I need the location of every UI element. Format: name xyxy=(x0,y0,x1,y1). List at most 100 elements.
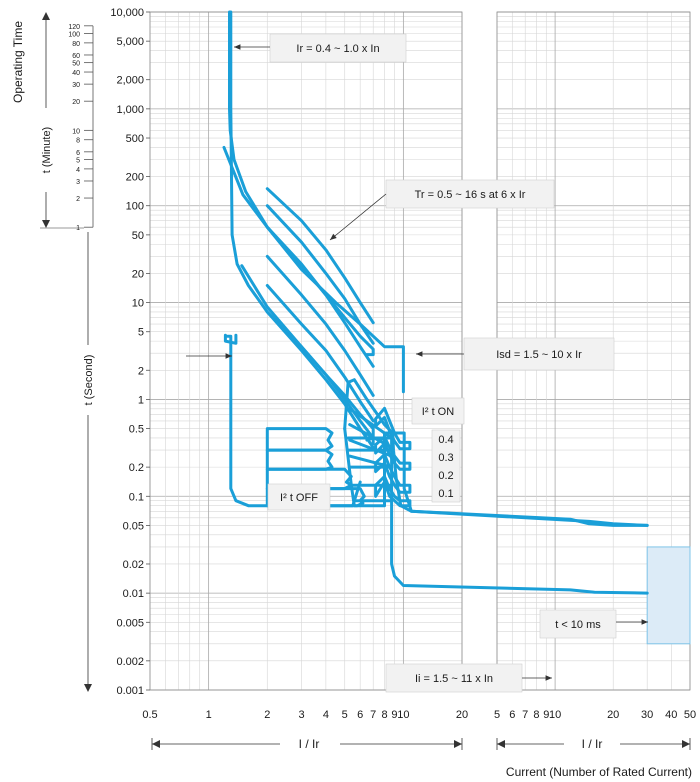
leader-t10ms-head xyxy=(641,619,648,625)
label-ii: Ii = 1.5 ~ 11 x In xyxy=(415,673,493,685)
x-tick-label-right: 6 xyxy=(509,709,515,721)
x-tick-label-left: 4 xyxy=(323,709,329,721)
label-i2t-on-box xyxy=(411,397,465,425)
curve-series-2 xyxy=(229,10,375,446)
curve-series-5 xyxy=(265,187,375,325)
x-tick-label-left: 20 xyxy=(456,709,468,721)
arrow-head-down xyxy=(84,684,92,692)
curve-series-17 xyxy=(374,406,412,451)
x-tick-label-right: 10 xyxy=(549,709,561,721)
y-tick-label: 0.001 xyxy=(116,685,144,697)
tsd-level-label: 0.4 xyxy=(438,434,453,446)
x-span-left-arrow-left xyxy=(152,740,160,748)
minute-tick-label: 3 xyxy=(76,179,80,186)
y-tick-label: 1 xyxy=(138,394,144,406)
x-axis-title-bottom: Current (Number of Rated Current) xyxy=(506,765,692,779)
curve-series-14 xyxy=(265,448,334,471)
label-t10ms: t < 10 ms xyxy=(555,619,601,631)
x-tick-label-left: 0.5 xyxy=(142,709,157,721)
curve-series-21 xyxy=(343,378,649,527)
y-tick-label: 100 xyxy=(126,201,144,213)
minute-tick-label: 5 xyxy=(76,158,80,165)
x-span-right-arrow-left xyxy=(497,740,505,748)
left-panel-frame xyxy=(149,11,463,691)
leader-tr xyxy=(329,193,387,241)
x-tick-label-right: 8 xyxy=(533,709,539,721)
y-tick-label: 10,000 xyxy=(110,7,144,19)
label-tr-box xyxy=(385,179,555,209)
y-tick-label: 2 xyxy=(138,365,144,377)
leader-ii-head xyxy=(545,675,552,681)
y-axis-title: Operating Time xyxy=(11,21,25,103)
curve-series-8 xyxy=(265,254,375,397)
leader-ir-head xyxy=(234,44,241,50)
minute-tick-label: 6 xyxy=(76,150,80,157)
minute-axis-title: t (Minute) xyxy=(41,127,53,173)
curve-series-25 xyxy=(348,423,394,449)
tsd-level-label: 0.2 xyxy=(438,470,453,482)
labels: Operating Time t (Minute) t (Second) I / Ir… xyxy=(11,12,692,779)
leader-lt-pickup-head xyxy=(225,353,232,359)
y-tick-label: 0.05 xyxy=(123,520,144,532)
x-axis-title-right: I / Ir xyxy=(582,737,603,751)
y-tick-label: 500 xyxy=(126,133,144,145)
curve-series-7 xyxy=(265,225,375,368)
minute-tick-label: 30 xyxy=(72,82,80,89)
x-tick-label-right: 50 xyxy=(684,709,696,721)
y-tick-label: 0.2 xyxy=(129,462,144,474)
x-tick-label-left: 5 xyxy=(342,709,348,721)
x-tick-label-left: 3 xyxy=(298,709,304,721)
curve-series-26 xyxy=(348,438,394,458)
y-tick-label: 5 xyxy=(138,327,144,339)
label-tr: Tr = 0.5 ~ 16 s at 6 x Ir xyxy=(415,189,526,201)
x-tick-label-left: 6 xyxy=(357,709,363,721)
x-tick-label-right: 30 xyxy=(641,709,653,721)
ticks: 10,0005,0002,0001,0005002001005020105210… xyxy=(68,7,696,721)
curve-series-12 xyxy=(223,333,238,345)
x-span-left-gap xyxy=(280,734,340,754)
curve-series-6 xyxy=(265,204,375,345)
tsd-level-label: 0.3 xyxy=(438,452,453,464)
y-tick-label: 0.02 xyxy=(123,559,144,571)
y-tick-label: 20 xyxy=(132,268,144,280)
arrow-head-up xyxy=(42,12,50,20)
y-tick-label: 0.5 xyxy=(129,424,144,436)
x-tick-label-left: 8 xyxy=(381,709,387,721)
y-tick-label: 0.002 xyxy=(116,656,144,668)
minute-tick-label: 8 xyxy=(76,138,80,145)
label-ir-box xyxy=(269,33,407,63)
label-i2t-off-box xyxy=(267,483,331,511)
curves xyxy=(222,10,691,645)
minute-tick-label: 50 xyxy=(72,61,80,68)
curve-series-4 xyxy=(240,264,375,442)
tsd-levels-box xyxy=(431,429,461,503)
curve-series-22 xyxy=(343,427,649,527)
curve-series-23 xyxy=(390,431,649,595)
second-axis-title: t (Second) xyxy=(83,355,95,406)
minute-tick-label: 40 xyxy=(72,70,80,77)
x-tick-label-right: 40 xyxy=(665,709,677,721)
x-tick-label-left: 7 xyxy=(370,709,376,721)
y-tick-label: 1,000 xyxy=(116,104,144,116)
minute-tick-label: 2 xyxy=(76,196,80,203)
label-ii-box xyxy=(385,663,523,693)
minute-tick-label: 20 xyxy=(72,99,80,106)
x-span-right-arrow-right xyxy=(682,740,690,748)
label-isd-box xyxy=(463,337,615,371)
x-tick-label-right: 9 xyxy=(543,709,549,721)
curve-series-27 xyxy=(348,454,394,469)
y-tick-label: 0.1 xyxy=(129,491,144,503)
label-t10ms-box xyxy=(539,609,617,639)
y-tick-label: 200 xyxy=(126,172,144,184)
label-isd: Isd = 1.5 ~ 10 x Ir xyxy=(496,349,582,361)
x-span-left-arrow-right xyxy=(454,740,462,748)
label-ir: Ir = 0.4 ~ 1.0 x In xyxy=(296,43,379,55)
minute-tick-label: 60 xyxy=(72,53,80,60)
label-i2t-off: I² t OFF xyxy=(280,492,318,504)
minute-tick-label: 10 xyxy=(72,128,80,135)
x-tick-label-right: 7 xyxy=(522,709,528,721)
y-tick-label: 0.005 xyxy=(116,617,144,629)
y-tick-label: 2,000 xyxy=(116,75,144,87)
curve-series-24 xyxy=(348,407,394,440)
curve-series-13 xyxy=(265,427,334,452)
